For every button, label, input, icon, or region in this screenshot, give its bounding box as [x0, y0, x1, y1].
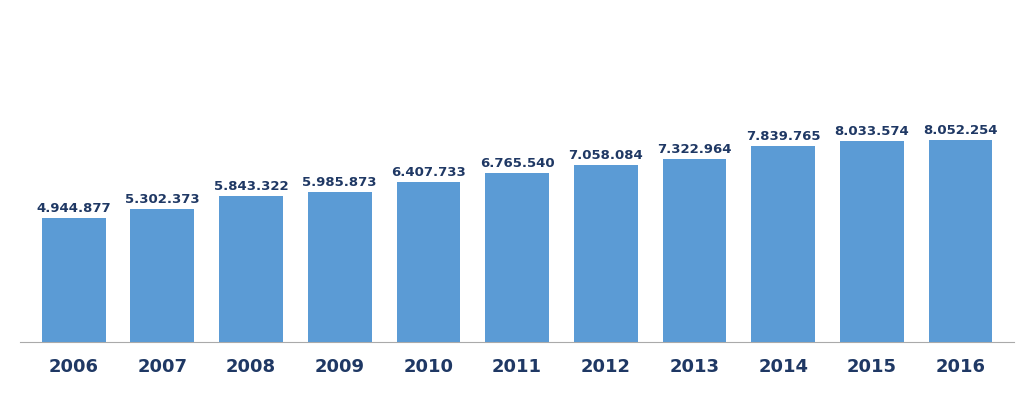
Text: 8.052.254: 8.052.254	[924, 124, 997, 138]
Text: 6.407.733: 6.407.733	[391, 166, 466, 178]
Text: 7.058.084: 7.058.084	[568, 149, 643, 162]
Text: 8.033.574: 8.033.574	[835, 125, 909, 138]
Bar	[752, 146, 815, 342]
Text: 7.839.765: 7.839.765	[745, 130, 820, 143]
Bar	[573, 166, 638, 342]
Bar	[929, 141, 992, 342]
Text: 5.985.873: 5.985.873	[302, 176, 377, 189]
Text: 4.944.877: 4.944.877	[37, 202, 111, 215]
Text: 7.322.964: 7.322.964	[657, 143, 732, 156]
Bar	[42, 218, 105, 342]
Bar	[130, 209, 195, 342]
Text: 5.302.373: 5.302.373	[125, 193, 200, 206]
Bar	[840, 141, 904, 342]
Bar	[396, 182, 461, 342]
Text: 5.843.322: 5.843.322	[214, 180, 289, 193]
Bar	[663, 159, 726, 342]
Bar	[485, 173, 549, 342]
Text: 6.765.540: 6.765.540	[480, 157, 554, 170]
Bar	[219, 196, 283, 342]
Bar	[308, 192, 372, 342]
